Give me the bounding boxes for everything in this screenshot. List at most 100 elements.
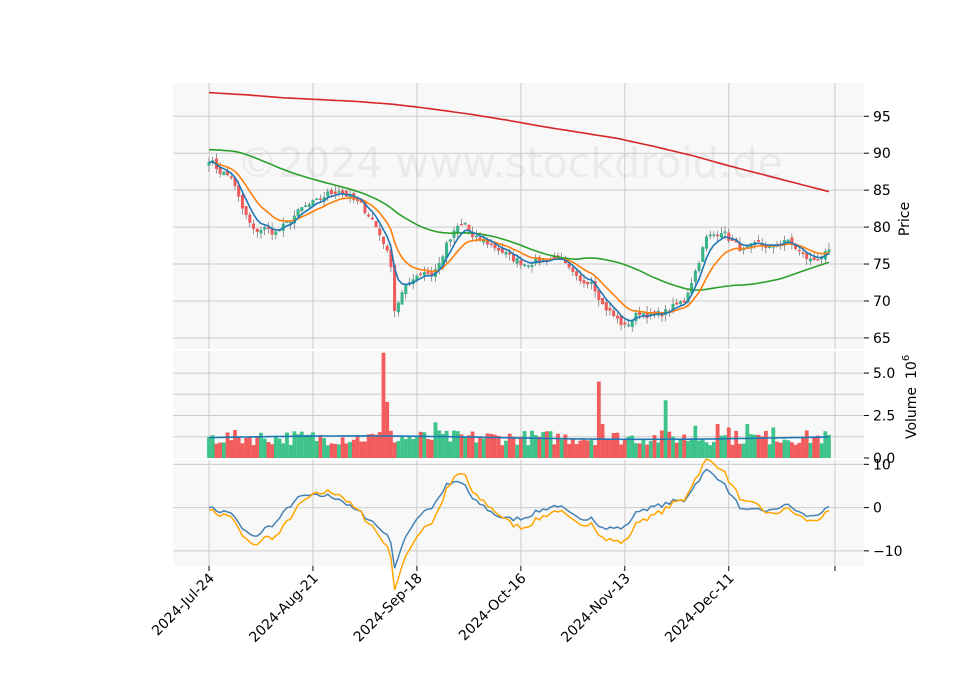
- volume-bar: [422, 432, 427, 458]
- candle-body: [627, 324, 631, 327]
- volume-bar: [429, 439, 434, 458]
- volume-bar: [771, 427, 776, 458]
- candle-body: [608, 307, 612, 311]
- candle-body: [385, 245, 389, 251]
- volume-bar: [489, 433, 494, 458]
- candle-body: [530, 265, 534, 267]
- volume-bar: [240, 443, 245, 458]
- candle-body: [341, 190, 345, 194]
- volume-bar: [556, 433, 560, 458]
- candle-body: [474, 235, 478, 238]
- candle-body: [519, 260, 523, 266]
- volume-bar: [296, 434, 301, 458]
- ma-long-line: [208, 148, 830, 291]
- volume-bar: [344, 443, 349, 458]
- volume-bar: [819, 443, 824, 458]
- candle-body: [723, 231, 727, 234]
- volume-bar: [801, 437, 805, 458]
- candle-body: [816, 259, 820, 261]
- oscillator-panel-bg: [173, 460, 864, 566]
- candle-body: [381, 236, 385, 245]
- ma-mid-line: [208, 161, 830, 315]
- volume-bar: [604, 439, 609, 458]
- candle-body: [589, 281, 593, 284]
- volume-bar: [734, 430, 739, 458]
- volume-bar: [251, 445, 256, 458]
- volume-bar: [615, 432, 620, 458]
- candle-body: [504, 252, 508, 255]
- candle-body: [244, 206, 248, 215]
- volume-bar: [648, 441, 653, 458]
- volume-bar: [325, 445, 330, 458]
- candle-body: [370, 217, 374, 220]
- volume-bar: [459, 434, 464, 458]
- volume-bar: [760, 436, 765, 458]
- volume-bar: [704, 442, 709, 458]
- candle-body: [307, 204, 311, 207]
- volume-bar: [544, 431, 549, 458]
- volume-bar: [340, 437, 345, 458]
- volume-bar: [645, 444, 649, 458]
- candle-body: [812, 257, 816, 260]
- candle-body: [463, 223, 467, 225]
- volume-axis-exponent: 106: [901, 355, 920, 379]
- volume-bar: [563, 434, 568, 458]
- volume-bar: [533, 435, 538, 458]
- volume-bar: [726, 427, 731, 458]
- x-tick-label: 2024-Sep-18: [351, 571, 426, 646]
- candle-body: [641, 313, 645, 315]
- volume-bar: [763, 430, 768, 458]
- volume-bar: [608, 438, 612, 458]
- volume-bar: [526, 445, 531, 458]
- volume-bar: [225, 432, 230, 458]
- candle-body: [571, 267, 575, 272]
- volume-bar: [481, 438, 486, 458]
- volume-bar: [708, 445, 713, 458]
- candle-body: [719, 233, 723, 238]
- candle-body: [400, 292, 404, 305]
- volume-bar: [712, 441, 716, 458]
- volume-bar: [396, 441, 401, 458]
- volume-bar: [392, 442, 397, 458]
- volume-bar: [415, 436, 419, 458]
- volume-bar: [782, 439, 787, 458]
- candle-body: [240, 194, 244, 209]
- volume-bar: [719, 435, 724, 458]
- volume-bar: [329, 443, 334, 458]
- x-tick-label: 2024-Oct-16: [456, 570, 530, 644]
- volume-bar: [730, 444, 735, 458]
- volume-bar: [693, 425, 698, 458]
- price-series: [207, 91, 831, 332]
- volume-bar: [815, 435, 820, 458]
- volume-bar: [474, 442, 479, 458]
- volume-bar: [288, 444, 293, 458]
- volume-bar: [671, 436, 675, 458]
- volume-bar: [619, 444, 623, 458]
- volume-exponent-power: 6: [901, 355, 912, 361]
- candle-body: [515, 258, 519, 264]
- volume-bar: [600, 424, 605, 458]
- volume-bar: [314, 441, 319, 458]
- x-tick-label: 2024-Aug-21: [246, 571, 321, 646]
- candle-body: [619, 315, 623, 326]
- volume-bar: [797, 442, 802, 458]
- price-y-tick-label: 80: [873, 220, 891, 236]
- candle-body: [222, 171, 226, 176]
- candle-body: [296, 209, 300, 216]
- volume-bar: [804, 430, 809, 458]
- x-tick-label: 2024-Jul-24: [149, 570, 218, 639]
- volume-bar: [548, 431, 553, 458]
- volume-bar: [411, 439, 416, 458]
- candle-body: [304, 205, 308, 208]
- volume-bar: [559, 439, 564, 458]
- candle-body: [456, 225, 460, 233]
- volume-y-tick-label: 5.0: [873, 366, 895, 382]
- price-y-tick-label: 85: [873, 183, 891, 199]
- volume-bar: [236, 436, 241, 458]
- volume-bar: [277, 438, 282, 458]
- volume-bar: [723, 435, 727, 458]
- candle-body: [452, 230, 456, 238]
- volume-bar: [322, 438, 326, 458]
- volume-bar: [552, 444, 557, 458]
- candle-body: [419, 273, 423, 276]
